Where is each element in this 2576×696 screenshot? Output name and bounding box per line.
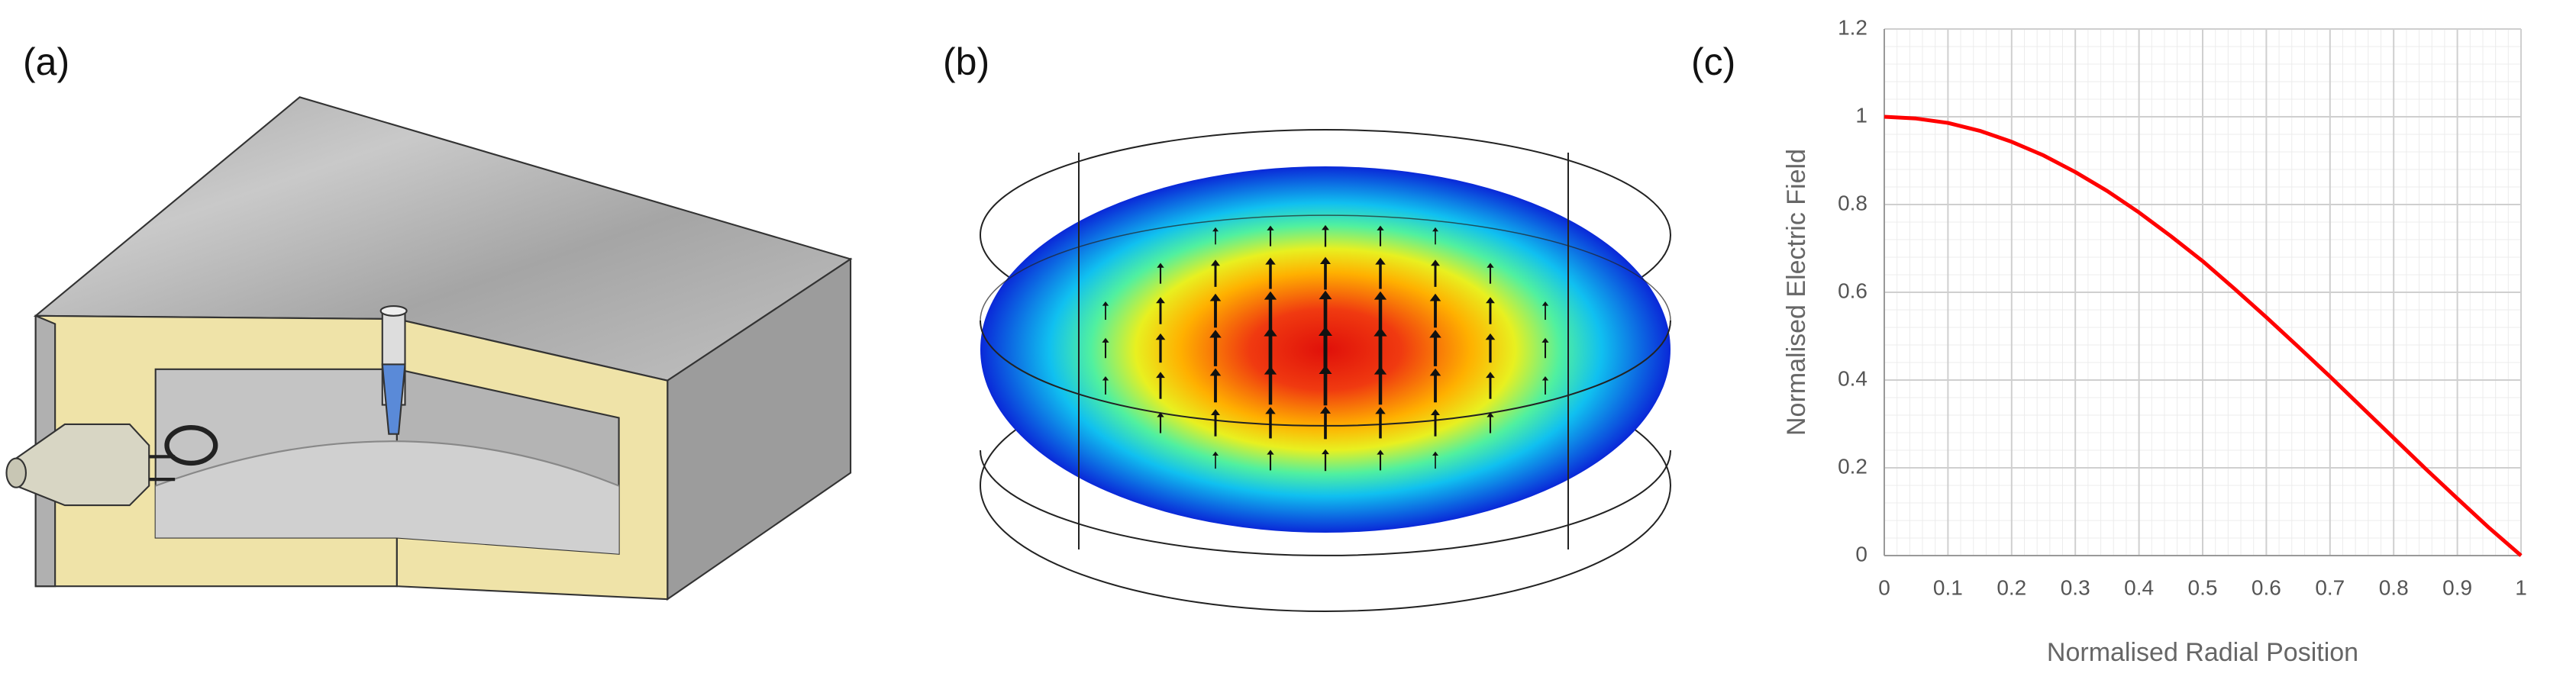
field-map (980, 129, 1671, 612)
x-tick-label: 0.1 (1933, 575, 1963, 599)
field-arrow-head (1541, 337, 1549, 343)
field-arrow-head (1156, 297, 1165, 304)
field-arrow-head (1212, 227, 1219, 232)
x-tick-label: 0.6 (2252, 575, 2281, 599)
x-tick-label: 0.4 (2124, 575, 2154, 599)
field-arrow-head (1319, 406, 1332, 414)
line-chart: 0 0.1 0.2 0.3 0.4 0.5 0.6 0.7 0.8 0.9 1 0 0.2 0.4 0.6 0… (1782, 15, 2527, 667)
field-arrow-head (1322, 449, 1329, 455)
field-arrow-head (1431, 259, 1440, 266)
field-arrow-head (1541, 301, 1549, 306)
field-arrow-head (1375, 407, 1386, 414)
field-arrow-head (1485, 333, 1496, 340)
panel-label: (c) (1691, 40, 1735, 83)
field-arrow-head (1267, 225, 1274, 230)
field-arrow-head (1322, 224, 1329, 230)
field-arrow-head (1156, 372, 1165, 379)
x-tick-label: 0.2 (1997, 575, 2026, 599)
y-tick-label: 0 (1855, 542, 1867, 566)
y-axis-title: Normalised Electric Field (1782, 149, 1811, 436)
field-arrow-head (1157, 412, 1164, 417)
field-arrow-head (1209, 368, 1222, 376)
field-arrow-head (1431, 409, 1440, 416)
field-arrow-head (1155, 333, 1166, 340)
y-tick-label: 1 (1855, 103, 1867, 127)
field-arrow-head (1209, 330, 1222, 338)
field-arrow-head (1102, 301, 1109, 306)
field-arrow-head (1319, 290, 1332, 300)
x-tick-label: 1 (2515, 575, 2527, 599)
field-arrow-head (1377, 450, 1384, 455)
field-arrow-head (1319, 327, 1332, 336)
field-arrow-head (1264, 366, 1277, 375)
field-arrow-head (1375, 257, 1386, 265)
y-tick-label: 0.6 (1838, 279, 1867, 302)
field-arrow-head (1211, 409, 1220, 416)
field-arrow-head (1211, 259, 1220, 266)
x-axis-title: Normalised Radial Position (2047, 638, 2358, 667)
field-arrow-head (1102, 337, 1109, 343)
x-tick-label: 0.5 (2188, 575, 2218, 599)
field-arrow-head (1374, 327, 1387, 337)
cavity-illustration (5, 96, 853, 601)
field-arrow-head (1486, 297, 1495, 304)
field-arrow-head (1264, 291, 1277, 300)
field-arrow-head (1374, 291, 1387, 300)
field-arrow-head (1486, 372, 1495, 379)
field-arrow-head (1432, 227, 1438, 232)
field-arrow-head (1264, 327, 1277, 337)
field-arrow-head (1541, 375, 1549, 381)
field-arrow-head (1212, 451, 1219, 456)
x-tick-label: 0 (1878, 575, 1890, 599)
field-arrow-head (1429, 368, 1441, 376)
field-arrow-head (1157, 263, 1164, 268)
field-arrow-head (1102, 375, 1109, 381)
field-arrow-head (1432, 451, 1438, 456)
y-tick-label: 0.4 (1838, 366, 1867, 390)
x-tick-label: 0.7 (2315, 575, 2345, 599)
panel-label: (b) (943, 40, 989, 83)
field-arrow-head (1487, 263, 1494, 268)
field-arrow-head (1265, 257, 1276, 265)
field-arrow-head (1209, 293, 1222, 301)
field-arrow-head (1429, 293, 1441, 301)
x-tick-label: 0.3 (2061, 575, 2090, 599)
field-arrow-head (1377, 225, 1384, 230)
panel-label: (a) (23, 40, 69, 83)
field-arrow-head (1429, 330, 1441, 338)
field-arrow-head (1374, 366, 1387, 375)
x-tick-label: 0.8 (2379, 575, 2409, 599)
field-arrow-head (1319, 365, 1332, 374)
field-arrow-head (1487, 412, 1494, 417)
y-tick-label: 0.8 (1838, 191, 1867, 214)
field-arrow-head (1265, 407, 1276, 414)
field-arrow-head (1267, 450, 1274, 455)
y-tick-label: 0.2 (1838, 454, 1867, 478)
field-arrow-head (1319, 256, 1332, 265)
y-tick-label: 1.2 (1838, 15, 1867, 39)
data-line (1884, 114, 2523, 557)
x-tick-label: 0.9 (2442, 575, 2472, 599)
